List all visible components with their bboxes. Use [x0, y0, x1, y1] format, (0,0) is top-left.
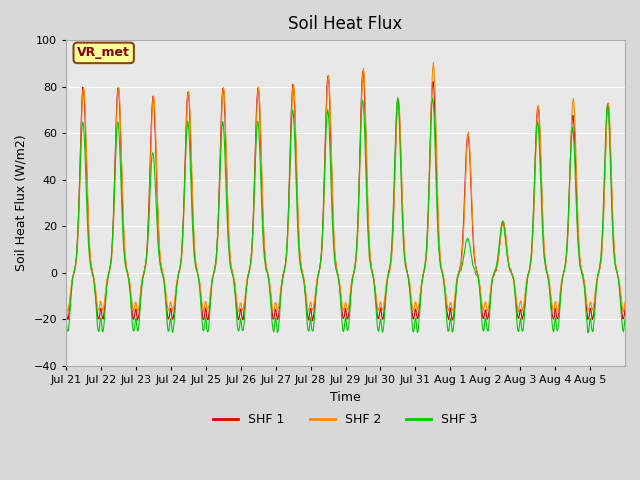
- SHF 3: [404, 273, 412, 279]
- Text: VR_met: VR_met: [77, 47, 130, 60]
- SHF 1: [436, 255, 444, 261]
- SHF 1: [128, 303, 136, 309]
- SHF 1: [621, 305, 629, 311]
- Line: SHF 2: SHF 2: [66, 62, 625, 312]
- SHF 2: [200, 309, 207, 314]
- SHF 2: [436, 248, 444, 254]
- SHF 2: [128, 296, 136, 302]
- SHF 1: [404, 275, 412, 281]
- SHF 2: [259, 203, 267, 209]
- SHF 2: [404, 272, 412, 277]
- Line: SHF 3: SHF 3: [66, 97, 625, 333]
- Legend: SHF 1, SHF 2, SHF 3: SHF 1, SHF 2, SHF 3: [209, 408, 483, 432]
- SHF 1: [230, 280, 238, 286]
- SHF 1: [360, 68, 367, 74]
- SHF 3: [128, 313, 136, 319]
- SHF 2: [231, 282, 239, 288]
- Line: SHF 1: SHF 1: [66, 71, 625, 321]
- SHF 2: [62, 299, 70, 305]
- X-axis label: Time: Time: [330, 391, 361, 404]
- SHF 2: [621, 299, 629, 305]
- SHF 3: [230, 285, 238, 290]
- SHF 1: [259, 191, 266, 196]
- SHF 2: [280, 269, 288, 275]
- SHF 2: [429, 60, 437, 65]
- SHF 1: [308, 318, 316, 324]
- SHF 3: [435, 252, 443, 257]
- Y-axis label: Soil Heat Flux (W/m2): Soil Heat Flux (W/m2): [15, 135, 28, 271]
- SHF 3: [584, 330, 591, 336]
- SHF 3: [621, 316, 629, 322]
- SHF 1: [62, 306, 70, 312]
- Title: Soil Heat Flux: Soil Heat Flux: [289, 15, 403, 33]
- SHF 3: [280, 274, 287, 280]
- SHF 3: [62, 314, 70, 320]
- SHF 1: [280, 271, 287, 276]
- SHF 3: [259, 214, 266, 219]
- SHF 3: [394, 95, 401, 100]
